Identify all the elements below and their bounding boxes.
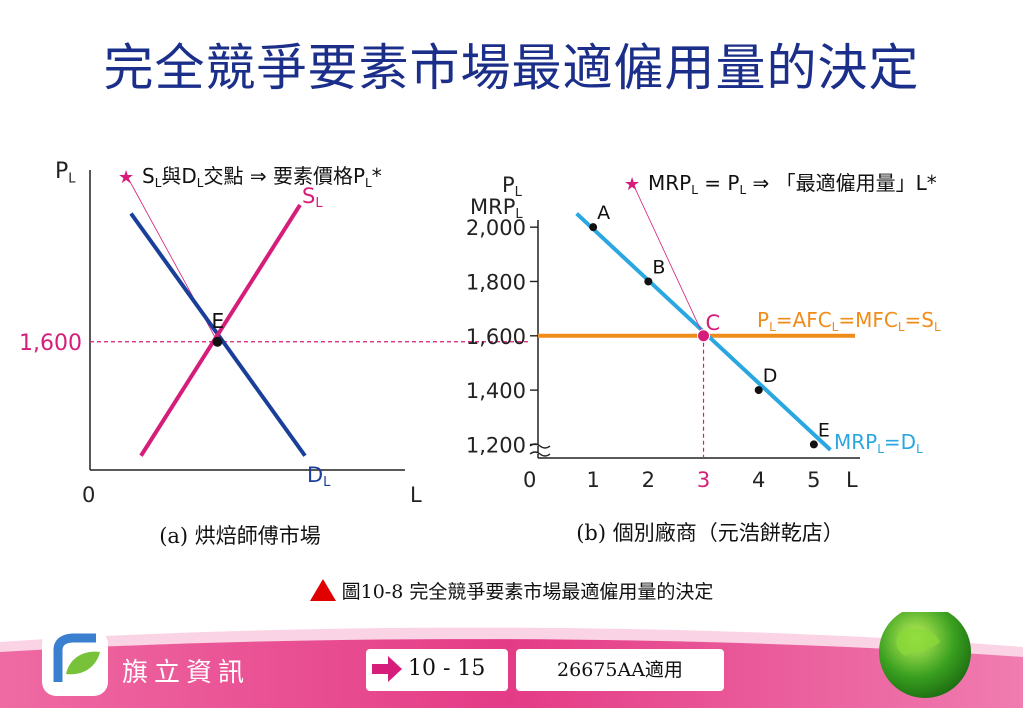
annotation-a: SL與DL交點 ⇒ 要素價格PL* xyxy=(142,164,382,190)
mrp-line-label: MRPL=DL xyxy=(834,430,923,456)
y-tick-label: 1,600 xyxy=(466,325,526,349)
point-label: B xyxy=(652,256,665,278)
point-E xyxy=(809,440,818,449)
x-tick-label: 3 xyxy=(697,468,710,492)
demand-label: DL xyxy=(307,463,331,490)
tick-label-1600: 1,600 xyxy=(19,331,82,356)
axis-break-icon xyxy=(529,443,551,457)
x-tick-label: 1 xyxy=(586,468,599,492)
supply-label: SL xyxy=(302,184,323,211)
x-axis-label: L xyxy=(410,483,422,507)
logo-f-icon xyxy=(53,633,96,682)
point-B xyxy=(644,277,653,286)
book-code: 26675AA適用 xyxy=(516,649,724,691)
chart-a: PL L 0 ★ SL與DL交點 ⇒ 要素價格PL* 1,600 SL DL E (a) 烘焙師傅… xyxy=(19,159,530,548)
point-label: D xyxy=(763,365,778,387)
point-label: C xyxy=(706,311,721,335)
leaf-icon xyxy=(66,651,100,675)
page-number: 10 - 15 xyxy=(408,656,486,681)
point-label: A xyxy=(597,202,610,224)
figure-caption: 圖10-8 完全競爭要素市場最適僱用量的決定 xyxy=(0,577,1023,604)
page-number-box: 10 - 15 xyxy=(366,649,508,691)
caption-text: 圖10-8 完全競爭要素市場最適僱用量的決定 xyxy=(341,581,714,603)
y-tick-label: 2,000 xyxy=(466,216,526,240)
point-A xyxy=(589,223,598,232)
star-icon: ★ xyxy=(118,167,134,188)
y-tick-label: 1,200 xyxy=(466,433,526,457)
supply-line xyxy=(139,203,302,457)
subtitle-b: (b) 個別廠商（元浩餅乾店） xyxy=(576,521,844,545)
subtitle-a: (a) 烘焙師傅市場 xyxy=(159,524,321,548)
x-tick-label: 5 xyxy=(807,468,820,492)
footer-band xyxy=(0,612,1023,708)
slide-title: 完全競爭要素市場最適僱用量的決定 xyxy=(103,39,920,97)
point-label: E xyxy=(818,419,830,441)
origin-label: 0 xyxy=(523,468,536,492)
equilibrium-point xyxy=(212,336,223,347)
annotation-pointer xyxy=(633,185,704,336)
annotation-b: MRPL = PL ⇒ 「最適僱用量」L* xyxy=(648,171,937,197)
equilibrium-label: E xyxy=(212,309,225,333)
brand-name: 旗立資訊 xyxy=(122,658,251,688)
point-D xyxy=(754,386,763,395)
y-axis-label: PL xyxy=(502,173,523,200)
x-tick-label: 4 xyxy=(752,468,765,492)
star-icon: ★ xyxy=(624,174,640,195)
x-tick-label: 2 xyxy=(642,468,655,492)
y-axis-label: PL xyxy=(55,159,76,186)
y-axis-label-2: MRPL xyxy=(470,195,523,222)
wage-line-label: PL=AFCL=MFCL=SL xyxy=(757,308,941,334)
triangle-icon xyxy=(309,579,336,601)
y-tick-label: 1,400 xyxy=(466,379,526,403)
x-axis-label: L xyxy=(846,468,858,492)
point-C xyxy=(697,329,711,343)
y-tick-label: 1,800 xyxy=(466,270,526,294)
arrow-right-icon xyxy=(372,656,402,682)
origin-label: 0 xyxy=(82,483,95,507)
